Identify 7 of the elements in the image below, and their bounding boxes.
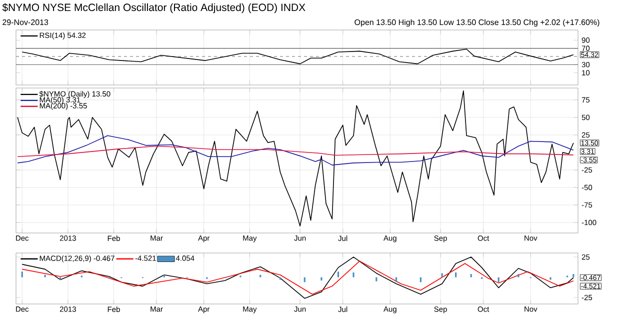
line-series	[17, 135, 574, 166]
text: Open 13.50 High 13.50 Low 13.50 Close 13.50 Chg +2.02 (+17.60%)	[354, 19, 600, 27]
line-series	[17, 90, 574, 226]
line-series	[22, 48, 574, 64]
chart-title: $NYMO NYSE McClellan Oscillator (Ratio Adjusted) (EOD) INDX	[2, 3, 306, 14]
line-series	[17, 146, 574, 158]
chart-subtitle: 29-Nov-2013	[2, 19, 48, 26]
